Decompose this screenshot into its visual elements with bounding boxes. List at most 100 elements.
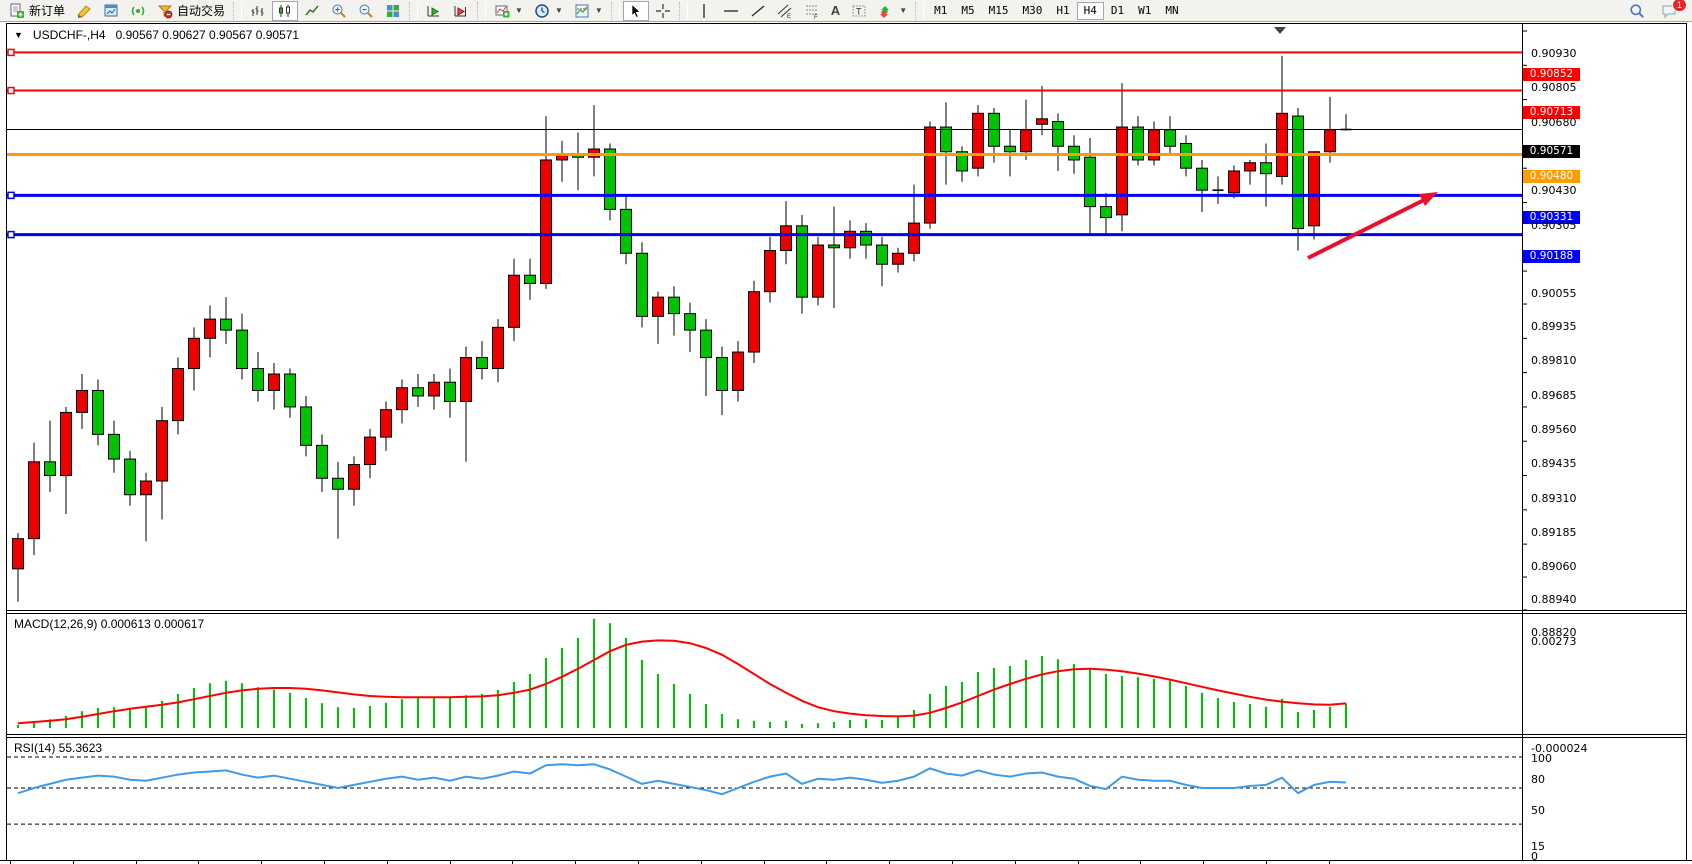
cursor-tool-button[interactable] (622, 0, 649, 21)
chart-header: ▼ USDCHF-,H4 0.90567 0.90627 0.90567 0.9… (14, 28, 299, 42)
rsi-axis-label: 80 (1531, 773, 1545, 786)
line-handle[interactable] (7, 191, 15, 200)
candle (1052, 113, 1064, 171)
vertical-line-tool-button[interactable] (691, 1, 717, 21)
candle (668, 286, 680, 336)
candle (940, 102, 952, 185)
price-tick-label: 0.89560 (1531, 422, 1577, 436)
candle (812, 236, 824, 306)
candle (620, 195, 632, 265)
trend-arrow-head[interactable] (1419, 192, 1438, 206)
timeframe-m30[interactable]: M30 (1015, 2, 1049, 20)
rsi-layer (7, 756, 1522, 825)
price-tick-label: 0.90055 (1531, 287, 1577, 301)
timeframe-m15[interactable]: M15 (982, 2, 1016, 20)
line-handle[interactable] (7, 230, 15, 239)
candle (844, 220, 856, 259)
timeframe-h1[interactable]: H1 (1049, 2, 1076, 20)
zoom-in-button[interactable] (326, 1, 352, 21)
styler-button[interactable] (71, 1, 97, 21)
svg-text:T: T (856, 6, 862, 16)
line-handle[interactable] (7, 86, 15, 95)
candle (1084, 138, 1096, 235)
market-watch-icon (131, 6, 145, 15)
tile-windows-button[interactable] (380, 1, 406, 21)
time-tick (324, 861, 325, 864)
timeframe-mn[interactable]: MN (1158, 2, 1185, 20)
zoom-out-button[interactable] (353, 1, 379, 21)
candle (732, 341, 744, 402)
level-price-badge: 0.90713 (1523, 106, 1580, 120)
trendline-tool-button[interactable] (745, 1, 771, 21)
toolbar-separator (233, 1, 243, 20)
candle (1244, 159, 1256, 185)
candle (1164, 116, 1176, 155)
timeframe-w1[interactable]: W1 (1131, 2, 1158, 20)
indicators-icon (495, 5, 510, 17)
candle (1228, 165, 1240, 199)
time-tick (10, 861, 11, 864)
fibonacci-tool-button[interactable]: F (799, 1, 825, 21)
candle (796, 214, 808, 314)
time-tick (826, 861, 828, 864)
chart-shift-button[interactable] (448, 1, 474, 21)
timeframe-m1[interactable]: M1 (927, 2, 954, 20)
arrows-tool-button[interactable]: ▼ (873, 1, 912, 21)
templates-icon (575, 4, 589, 17)
cursor-icon (631, 3, 641, 18)
line-chart-button[interactable] (299, 1, 325, 21)
auto-trading-button[interactable]: 自动交易 (152, 1, 230, 21)
line-handle[interactable] (7, 48, 15, 57)
candlestick-chart-button[interactable] (272, 0, 299, 21)
candle (700, 319, 712, 396)
text-tool-button[interactable]: A (826, 1, 845, 21)
notification-badge: 1 (1672, 0, 1687, 12)
chart-plot-surface[interactable] (0, 22, 1692, 864)
timeframe-m5[interactable]: M5 (954, 2, 981, 20)
price-tick-label: 0.89935 (1531, 320, 1577, 334)
tile-windows-icon (387, 4, 400, 17)
candle (316, 434, 328, 492)
price-axis-border (1522, 23, 1523, 864)
toolbar-separator (409, 1, 419, 20)
bar-chart-button[interactable] (245, 1, 271, 21)
timeframe-d1[interactable]: D1 (1104, 2, 1131, 20)
time-axis[interactable]: 10 May 202311 May 12:0012 May 04:0014 Ma… (0, 860, 1692, 864)
periods-button[interactable]: ▼ (529, 1, 568, 21)
candle (972, 105, 984, 177)
trend-arrow-line[interactable] (1307, 197, 1427, 260)
chart-window[interactable]: ▼ USDCHF-,H4 0.90567 0.90627 0.90567 0.9… (0, 22, 1692, 864)
candle (44, 420, 56, 492)
annotations-layer (1274, 27, 1438, 260)
dropdown-caret: ▼ (515, 6, 523, 15)
timeframe-h4[interactable]: H4 (1076, 1, 1104, 20)
collapse-triangle-icon[interactable]: ▼ (14, 30, 23, 40)
auto-scroll-button[interactable] (421, 1, 447, 21)
symbol-period-label: USDCHF-,H4 (32, 28, 106, 42)
horizontal-line-tool-button[interactable] (718, 1, 744, 21)
candle (380, 401, 392, 451)
new-chart-button[interactable] (98, 1, 124, 21)
crosshair-tool-button[interactable] (650, 1, 676, 21)
candle (764, 236, 776, 303)
candle (924, 121, 936, 229)
price-tick-label: 0.90305 (1531, 218, 1577, 232)
candle (156, 406, 168, 520)
templates-button[interactable]: ▼ (569, 1, 608, 21)
candlestick-chart-icon (279, 4, 291, 17)
indicators-button[interactable]: ▼ (489, 1, 528, 21)
market-watch-button[interactable] (125, 1, 151, 21)
search-button[interactable] (1624, 1, 1650, 21)
candle (396, 379, 408, 424)
new-order-button[interactable]: 新订单 (4, 1, 70, 21)
candle (1100, 192, 1112, 235)
notifications-button[interactable]: 1 (1656, 0, 1687, 21)
rsi-axis-label: 0 (1531, 850, 1538, 863)
equidistant-channel-tool-button[interactable]: E (772, 1, 798, 21)
horizontal-lines-layer (7, 48, 1522, 239)
chart-shift-marker-icon[interactable] (1274, 27, 1286, 34)
candle (252, 352, 264, 402)
text-label-tool-button[interactable]: T (846, 1, 872, 21)
level-price-badge: 0.90852 (1523, 67, 1580, 81)
time-tick (763, 861, 765, 864)
